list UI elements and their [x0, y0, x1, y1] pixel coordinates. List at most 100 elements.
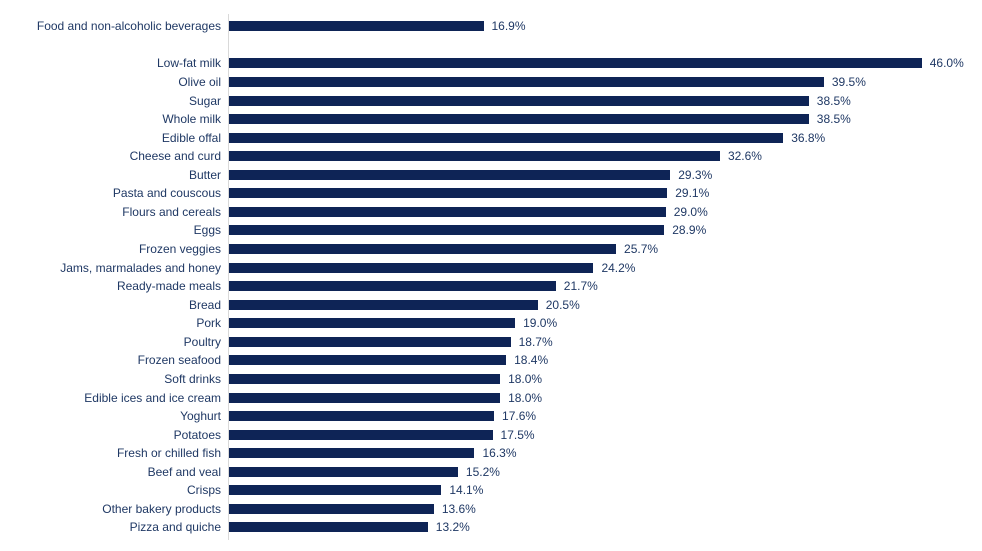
bar	[229, 392, 501, 403]
bar	[229, 132, 784, 143]
value-label: 18.0%	[508, 371, 543, 386]
chart-row: Low-fat milk 46.0%	[0, 54, 982, 73]
chart-rows: Food and non-alcoholic beverages 16.9% Low…	[0, 17, 982, 537]
bar	[229, 373, 501, 384]
value-label: 38.5%	[816, 112, 851, 127]
value-label: 18.7%	[518, 334, 553, 349]
value-label: 19.0%	[523, 316, 558, 331]
bar-track: 21.7%	[229, 277, 982, 296]
value-label: 13.2%	[435, 520, 470, 535]
chart-row: Food and non-alcoholic beverages 16.9%	[0, 17, 982, 36]
value-label: 24.2%	[601, 260, 636, 275]
chart-row: Yoghurt 17.6%	[0, 407, 982, 426]
chart-row: Pasta and couscous 29.1%	[0, 184, 982, 203]
value-label: 15.2%	[465, 464, 500, 479]
bar	[229, 151, 720, 162]
category-label: Yoghurt	[180, 409, 221, 424]
category-label: Butter	[188, 167, 221, 182]
category-label: Pork	[196, 316, 221, 331]
bar	[229, 114, 809, 125]
chart-row: Eggs 28.9%	[0, 221, 982, 240]
bar-track: 15.2%	[229, 463, 982, 482]
chart-row: Edible offal 36.8%	[0, 128, 982, 147]
category-label: Frozen veggies	[138, 242, 221, 257]
category-label: Flours and cereals	[122, 204, 221, 219]
chart-row: Cheese and curd 32.6%	[0, 147, 982, 166]
category-label: Olive oil	[178, 74, 221, 89]
row-spacer	[0, 36, 982, 55]
chart-row: Beef and veal 15.2%	[0, 463, 982, 482]
bar-track: 20.5%	[229, 295, 982, 314]
category-label: Low-fat milk	[156, 56, 221, 71]
chart-row: Ready-made meals 21.7%	[0, 277, 982, 296]
value-label: 14.1%	[449, 483, 484, 498]
chart-row: Flours and cereals 29.0%	[0, 203, 982, 222]
value-label: 17.5%	[500, 427, 535, 442]
category-label: Other bakery products	[102, 501, 221, 516]
category-label: Sugar	[188, 93, 221, 108]
chart-row: Poultry 18.7%	[0, 333, 982, 352]
bar-track: 16.9%	[229, 17, 982, 36]
category-label: Soft drinks	[164, 371, 221, 386]
bar-track: 17.6%	[229, 407, 982, 426]
value-label: 18.0%	[508, 390, 543, 405]
bar	[229, 244, 617, 255]
bar	[229, 188, 668, 199]
chart-row: Other bakery products 13.6%	[0, 500, 982, 519]
bar	[229, 429, 493, 440]
bar	[229, 76, 824, 87]
chart-row: Frozen seafood 18.4%	[0, 351, 982, 370]
value-label: 25.7%	[624, 242, 659, 257]
bar	[229, 411, 495, 422]
bar	[229, 58, 922, 69]
value-label: 36.8%	[791, 130, 826, 145]
category-label: Fresh or chilled fish	[116, 446, 221, 461]
category-label: Potatoes	[173, 427, 221, 442]
category-label: Pizza and quiche	[129, 520, 221, 535]
bar	[229, 262, 594, 273]
bar-track: 24.2%	[229, 258, 982, 277]
bar	[229, 448, 475, 459]
value-label: 18.4%	[514, 353, 549, 368]
value-label: 13.6%	[441, 501, 476, 516]
value-label: 28.9%	[672, 223, 707, 238]
bar-track: 29.1%	[229, 184, 982, 203]
value-label: 46.0%	[929, 56, 964, 71]
category-label: Jams, marmalades and honey	[60, 260, 221, 275]
bar	[229, 466, 458, 477]
chart-row: Crisps 14.1%	[0, 481, 982, 500]
bar-track: 18.4%	[229, 351, 982, 370]
bar	[229, 318, 516, 329]
category-label: Cheese and curd	[129, 149, 221, 164]
category-label: Beef and veal	[147, 464, 221, 479]
chart-row: Bread 20.5%	[0, 295, 982, 314]
chart-row: Sugar 38.5%	[0, 91, 982, 110]
bar-track: 13.6%	[229, 500, 982, 519]
value-label: 32.6%	[727, 149, 762, 164]
bar-track: 29.3%	[229, 166, 982, 185]
bar-track: 32.6%	[229, 147, 982, 166]
chart-row: Frozen veggies 25.7%	[0, 240, 982, 259]
bar-track: 39.5%	[229, 73, 982, 92]
value-label: 29.1%	[675, 186, 710, 201]
chart-row: Fresh or chilled fish 16.3%	[0, 444, 982, 463]
bar	[229, 299, 538, 310]
chart-row: Pork 19.0%	[0, 314, 982, 333]
chart-row: Potatoes 17.5%	[0, 425, 982, 444]
bar-track: 29.0%	[229, 203, 982, 222]
category-label: Edible offal	[161, 130, 221, 145]
chart-row: Pizza and quiche 13.2%	[0, 518, 982, 537]
bar-track: 18.0%	[229, 388, 982, 407]
chart-row: Edible ices and ice cream 18.0%	[0, 388, 982, 407]
bar	[229, 206, 666, 217]
bar-track: 13.2%	[229, 518, 982, 537]
value-label: 21.7%	[563, 279, 598, 294]
bar-track: 25.7%	[229, 240, 982, 259]
bar	[229, 485, 442, 496]
category-label: Frozen seafood	[137, 353, 221, 368]
category-label: Edible ices and ice cream	[84, 390, 221, 405]
category-label: Whole milk	[162, 112, 221, 127]
value-label: 39.5%	[831, 74, 866, 89]
bar-track: 38.5%	[229, 91, 982, 110]
